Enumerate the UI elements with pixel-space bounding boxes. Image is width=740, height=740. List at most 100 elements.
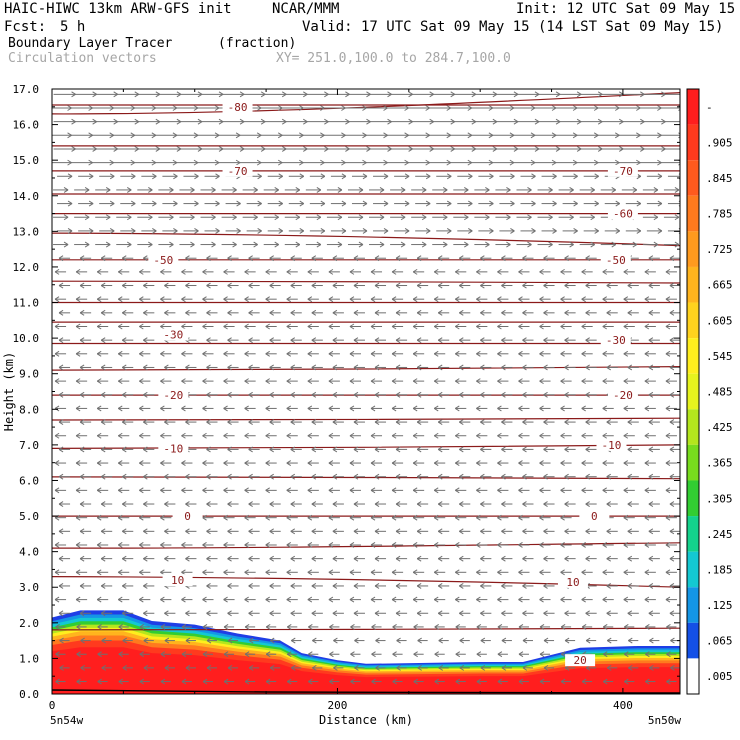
circulation-vector — [121, 610, 134, 617]
vector-head — [353, 312, 359, 316]
circulation-vector — [560, 678, 572, 685]
vector-head — [416, 501, 422, 505]
vector-head — [480, 448, 485, 453]
circulation-vector — [143, 555, 155, 562]
circulation-vector — [349, 350, 361, 357]
vector-head — [416, 312, 422, 316]
circulation-vector — [374, 364, 387, 371]
circulation-vector — [395, 309, 408, 316]
vector-head — [480, 501, 485, 505]
vector-head — [122, 664, 128, 669]
vector-head — [269, 367, 274, 371]
vector-head — [181, 405, 186, 409]
vector-head — [143, 364, 148, 368]
vector-head — [117, 569, 123, 573]
circulation-vector — [437, 555, 450, 562]
circulation-vector — [121, 364, 134, 371]
vector-head — [139, 626, 145, 630]
vector-head — [308, 626, 313, 630]
vector-head — [80, 664, 85, 669]
circulation-vector — [480, 583, 492, 589]
vector-head — [627, 503, 633, 507]
circulation-vector — [370, 569, 383, 576]
vector-head — [531, 230, 536, 234]
vector-head — [501, 583, 506, 587]
circulation-vector — [438, 637, 449, 644]
vector-head — [100, 585, 106, 589]
circulation-vector — [585, 637, 597, 644]
circulation-vector — [663, 241, 680, 248]
circulation-vector — [164, 664, 175, 671]
vector-head — [227, 339, 232, 344]
vector-head — [480, 503, 485, 507]
vector-head — [185, 640, 191, 644]
vector-head — [412, 571, 418, 576]
vector-head — [669, 528, 675, 532]
vector-head — [543, 667, 549, 671]
vector-head — [464, 244, 469, 248]
vector-head — [164, 637, 170, 642]
vector-head — [236, 227, 241, 232]
circulation-vector — [75, 323, 88, 330]
vector-head — [392, 623, 397, 628]
circulation-vector — [459, 583, 471, 589]
vector-head — [480, 419, 485, 423]
vector-head — [548, 216, 553, 221]
vector-head — [539, 514, 544, 519]
circulation-vector — [287, 651, 298, 658]
vector-head — [585, 282, 590, 286]
vector-head — [223, 271, 228, 275]
vector-head — [518, 487, 523, 491]
vector-head — [391, 487, 397, 491]
vector-head — [109, 227, 115, 232]
vector-head — [307, 378, 313, 382]
plot-background — [52, 89, 680, 694]
circulation-vector — [522, 555, 534, 562]
vector-head — [316, 214, 322, 218]
vector-head — [353, 585, 359, 589]
vector-head — [581, 596, 586, 601]
circulation-vector — [370, 487, 383, 494]
vector-head — [653, 241, 659, 245]
vector-head — [202, 514, 207, 519]
vector-head — [391, 296, 397, 300]
circulation-vector — [160, 405, 172, 412]
vector-head — [531, 200, 536, 205]
vector-head — [58, 503, 64, 507]
vector-head — [332, 448, 338, 453]
circulation-vector — [560, 542, 572, 548]
vector-head — [96, 432, 102, 437]
vector-head — [421, 187, 427, 191]
circulation-vector — [645, 623, 656, 630]
circulation-vector — [663, 187, 680, 193]
vector-head — [269, 394, 274, 398]
vector-head — [413, 651, 418, 655]
vector-head — [391, 596, 397, 601]
vector-head — [539, 380, 544, 385]
circulation-vector — [223, 569, 235, 576]
vector-head — [152, 200, 157, 205]
vector-head — [265, 626, 271, 630]
circulation-vector — [53, 241, 69, 248]
vector-head — [160, 489, 165, 494]
vector-head — [139, 380, 144, 385]
vector-head — [468, 175, 473, 180]
vector-head — [223, 569, 228, 573]
vector-head — [602, 487, 608, 491]
circulation-vector — [265, 432, 277, 439]
vector-head — [290, 530, 296, 535]
circulation-vector — [522, 664, 533, 671]
circulation-vector — [522, 282, 534, 289]
vector-head — [648, 610, 654, 614]
circulation-vector — [328, 487, 340, 494]
circulation-vector — [248, 555, 260, 562]
vector-head — [105, 189, 111, 193]
vector-head — [328, 432, 334, 437]
vector-head — [522, 337, 527, 341]
circulation-vector — [265, 268, 277, 275]
vector-head — [54, 462, 60, 466]
vector-head — [648, 257, 654, 262]
circulation-vector — [436, 173, 452, 180]
vector-head — [669, 257, 675, 262]
vector-head — [391, 326, 397, 330]
